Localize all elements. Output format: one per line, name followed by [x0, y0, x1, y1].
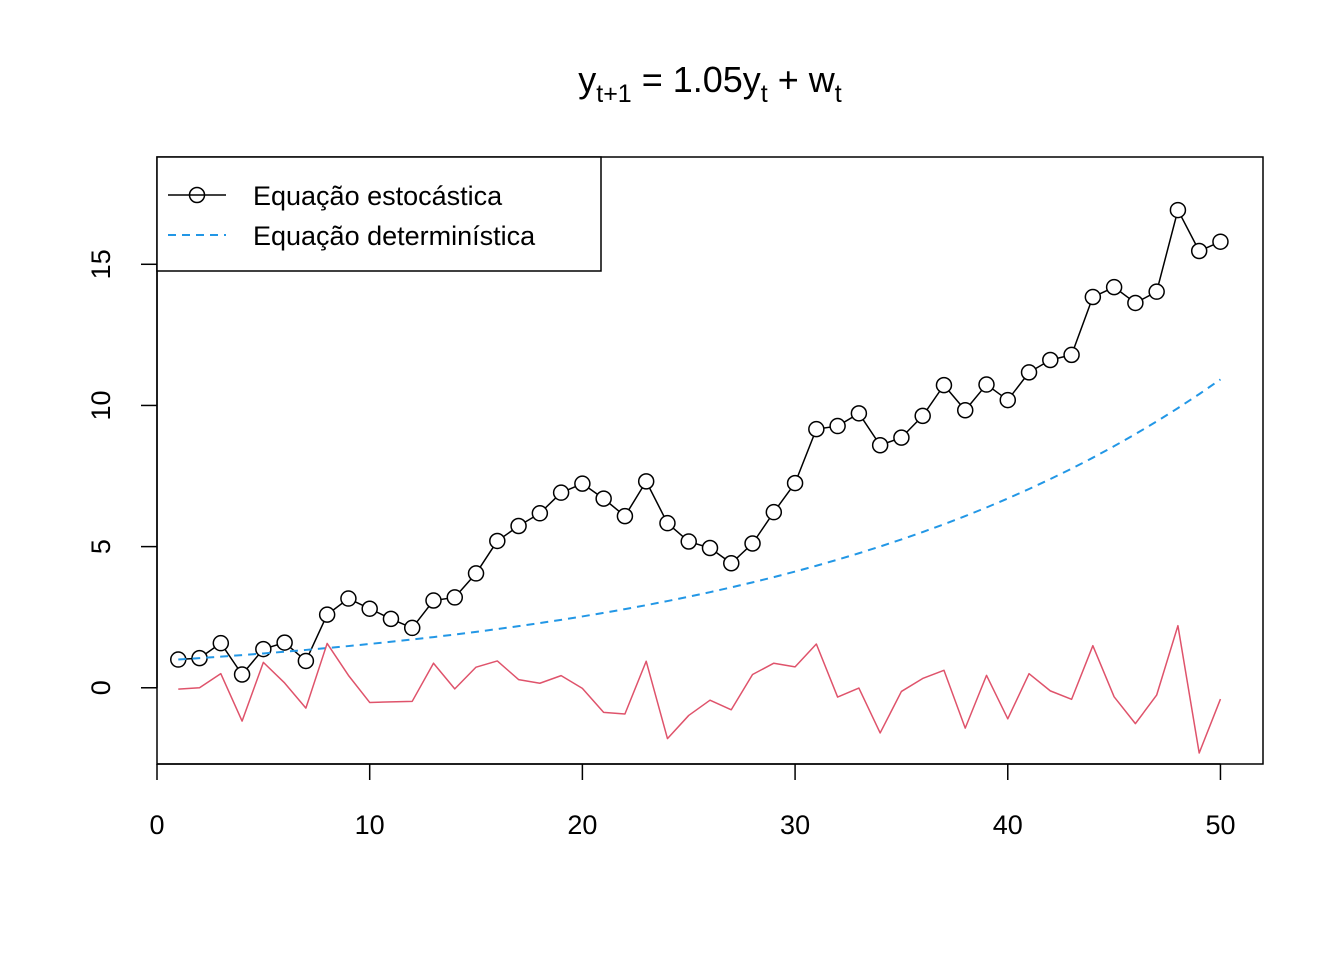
- x-tick-label: 40: [993, 810, 1023, 840]
- data-point-stochastic: [786, 474, 804, 492]
- legend-box: [156, 156, 602, 272]
- y-tick-label: 5: [86, 539, 116, 554]
- data-point-stochastic: [956, 401, 974, 419]
- data-point-stochastic: [489, 532, 506, 550]
- title-mid-2: + w: [768, 59, 836, 100]
- data-point-stochastic: [701, 539, 719, 557]
- data-point-stochastic: [1020, 364, 1038, 381]
- data-point-stochastic: [744, 535, 761, 552]
- data-point-stochastic: [680, 533, 697, 550]
- data-point-stochastic: [552, 484, 570, 501]
- title-mid: = 1.05y: [632, 59, 761, 100]
- data-point-stochastic: [382, 610, 400, 628]
- data-point-stochastic: [1148, 283, 1165, 300]
- data-point-stochastic: [510, 517, 527, 535]
- data-point-stochastic: [935, 376, 953, 394]
- series-line-deterministic: [178, 378, 1222, 661]
- series-line-stochastic: [178, 209, 1221, 676]
- title-main: y: [578, 59, 596, 100]
- data-point-stochastic: [531, 505, 549, 522]
- data-point-stochastic: [233, 666, 251, 683]
- y-tick-label: 15: [86, 249, 116, 279]
- data-point-stochastic: [1105, 278, 1123, 296]
- data-point-stochastic: [659, 514, 676, 532]
- y-axis: 0 5 10 15: [86, 249, 158, 695]
- data-point-stochastic: [808, 420, 825, 438]
- data-point-stochastic: [1212, 233, 1229, 250]
- data-point-stochastic: [574, 475, 591, 492]
- data-point-stochastic: [829, 417, 846, 435]
- data-point-stochastic: [723, 555, 740, 572]
- x-tick-label: 50: [1205, 810, 1235, 840]
- data-point-stochastic: [361, 600, 378, 617]
- data-point-stochastic: [765, 503, 783, 521]
- data-point-stochastic: [1169, 201, 1187, 219]
- x-tick-label: 30: [780, 810, 810, 840]
- data-point-stochastic: [425, 592, 442, 609]
- y-tick-label: 10: [86, 390, 116, 420]
- data-point-stochastic: [871, 437, 889, 454]
- data-point-stochastic: [297, 652, 315, 670]
- data-point-stochastic: [893, 429, 910, 446]
- x-tick-label: 10: [355, 810, 385, 840]
- data-point-stochastic: [318, 606, 336, 623]
- data-point-stochastic: [595, 490, 612, 507]
- data-point-stochastic: [637, 473, 655, 490]
- legend-label-deterministic: Equação determinística: [253, 221, 536, 251]
- data-point-stochastic: [467, 565, 485, 582]
- data-point-stochastic: [212, 634, 230, 652]
- data-point-stochastic: [403, 619, 421, 637]
- data-point-stochastic: [276, 634, 293, 651]
- data-point-stochastic: [446, 589, 464, 606]
- data-point-stochastic: [1190, 242, 1208, 260]
- series-line-noise: [178, 624, 1222, 754]
- data-point-stochastic: [978, 376, 995, 393]
- x-tick-label: 0: [149, 810, 164, 840]
- title-sub-1: t+1: [596, 80, 631, 108]
- data-point-stochastic: [1084, 288, 1102, 306]
- data-point-stochastic: [914, 407, 931, 425]
- data-point-stochastic: [850, 405, 868, 422]
- title-sub-3: t: [835, 80, 842, 108]
- data-point-stochastic: [616, 507, 634, 525]
- data-point-stochastic: [340, 590, 357, 607]
- legend-label-stochastic: Equação estocástica: [253, 181, 503, 211]
- x-axis: 0 10 20 30 40 50: [149, 763, 1235, 840]
- legend-marker-stochastic: [188, 186, 206, 204]
- x-tick-label: 20: [567, 810, 597, 840]
- data-point-stochastic: [1063, 346, 1080, 364]
- series-layer: [170, 201, 1229, 754]
- title-sub-2: t: [761, 80, 768, 108]
- data-point-stochastic: [1127, 294, 1144, 312]
- legend: Equação estocástica Equação determinísti…: [156, 156, 602, 272]
- data-point-stochastic: [1042, 351, 1059, 369]
- y-tick-label: 0: [86, 680, 116, 695]
- data-point-stochastic: [999, 391, 1017, 409]
- chart-title: yt+1 = 1.05yt + wt: [578, 59, 842, 108]
